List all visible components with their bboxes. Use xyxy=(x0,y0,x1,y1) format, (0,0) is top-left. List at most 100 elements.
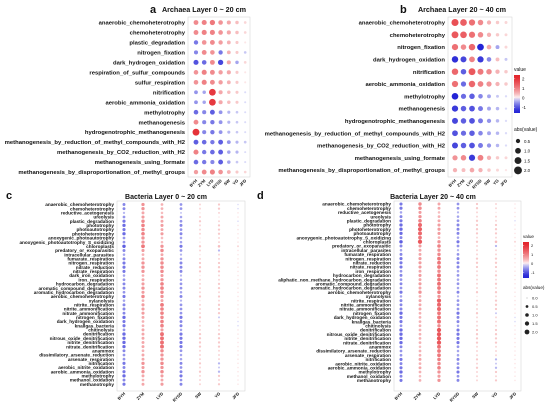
bubble xyxy=(198,370,202,373)
bubble xyxy=(487,131,491,136)
bubble xyxy=(122,244,126,249)
bubble xyxy=(237,324,239,327)
bubble xyxy=(437,260,441,265)
bubble xyxy=(476,345,478,348)
bubble xyxy=(217,270,221,273)
bubble xyxy=(210,160,215,165)
bubble xyxy=(399,370,403,374)
bubble xyxy=(437,361,441,366)
bubble xyxy=(209,29,215,36)
bubble xyxy=(199,274,201,277)
bubble xyxy=(494,366,498,369)
bubble xyxy=(237,375,239,377)
panel-letter: a xyxy=(150,4,157,16)
row-label: denitrification xyxy=(83,332,114,337)
bubble xyxy=(244,131,247,134)
bubble xyxy=(399,240,403,244)
bubble xyxy=(456,215,460,218)
color-legend-tick-label: 1 xyxy=(522,86,525,91)
bubble xyxy=(160,290,164,295)
bubble xyxy=(160,278,164,282)
row-label: methanogenesis_by_reduction_of_methyl_co… xyxy=(265,131,446,137)
bubble xyxy=(179,361,183,365)
bubble xyxy=(122,315,126,320)
bubble xyxy=(418,257,422,261)
bubble xyxy=(217,374,221,378)
bubble xyxy=(399,303,403,307)
bubble xyxy=(514,211,516,214)
bubble xyxy=(452,155,458,161)
bubble xyxy=(437,211,441,214)
bubble xyxy=(418,244,422,248)
bubble xyxy=(418,316,422,319)
bubble xyxy=(468,68,476,76)
bubble xyxy=(141,240,145,244)
bubble xyxy=(198,266,202,269)
bubble xyxy=(514,371,516,373)
bubble xyxy=(218,80,223,85)
bubble xyxy=(235,110,239,114)
bubble xyxy=(437,349,441,353)
bubble xyxy=(495,57,500,62)
bubble xyxy=(456,261,460,265)
bubble xyxy=(160,340,164,345)
bubble xyxy=(514,291,516,294)
row-label: methanogenesis xyxy=(399,107,446,113)
bubble xyxy=(226,70,231,75)
bubble xyxy=(451,43,459,51)
bubble xyxy=(122,340,126,345)
bubble xyxy=(141,361,145,365)
bubble xyxy=(495,249,497,252)
bubble xyxy=(494,257,498,260)
bubble xyxy=(122,219,126,223)
bubble xyxy=(227,160,231,164)
bubble xyxy=(495,320,497,323)
bubble xyxy=(399,231,403,236)
bubble xyxy=(456,341,460,345)
bubble xyxy=(456,315,460,319)
bubble xyxy=(456,249,460,252)
bubble xyxy=(141,340,145,344)
bubble xyxy=(226,140,231,145)
bubble xyxy=(217,245,221,248)
row-label: anammox xyxy=(92,348,114,353)
bubble xyxy=(451,31,459,39)
bubble xyxy=(418,210,422,214)
bubble xyxy=(451,92,459,100)
bubble xyxy=(179,278,183,282)
row-label: anaerobic_chemoheterotrophy xyxy=(45,202,114,207)
bubble xyxy=(456,328,460,332)
bubble xyxy=(452,130,458,137)
bubble xyxy=(494,261,498,264)
bubble xyxy=(399,286,403,290)
bubble xyxy=(217,224,221,227)
bubble xyxy=(456,366,460,370)
bubble xyxy=(504,168,508,172)
bubble xyxy=(456,357,460,361)
column-label: BYH xyxy=(447,178,457,188)
bubble xyxy=(504,107,508,110)
bubble xyxy=(218,328,220,331)
bubble xyxy=(179,274,183,277)
row-label: aliphatic_non_methane_hydrocarbon_degrad… xyxy=(278,277,391,282)
bubble xyxy=(476,253,478,256)
bubble xyxy=(456,219,460,223)
bubble xyxy=(122,278,126,282)
bubble xyxy=(237,283,239,285)
row-label: methanogenesis_by_reduction_of_methyl_co… xyxy=(5,140,186,146)
column-label: RYSD xyxy=(172,391,184,403)
bubble xyxy=(198,220,202,223)
color-legend-tick-label: 0 xyxy=(522,96,525,101)
bubble xyxy=(141,215,145,219)
bubble xyxy=(504,119,508,123)
bubble xyxy=(202,159,207,165)
bubble xyxy=(514,270,516,273)
bubble xyxy=(141,248,145,253)
size-legend-dot xyxy=(526,297,528,299)
bubble xyxy=(179,244,183,248)
bubble xyxy=(399,324,403,328)
size-legend-label: 0.5 xyxy=(524,139,531,144)
bubble xyxy=(495,354,497,357)
row-label: methanol_oxidation xyxy=(347,374,391,379)
